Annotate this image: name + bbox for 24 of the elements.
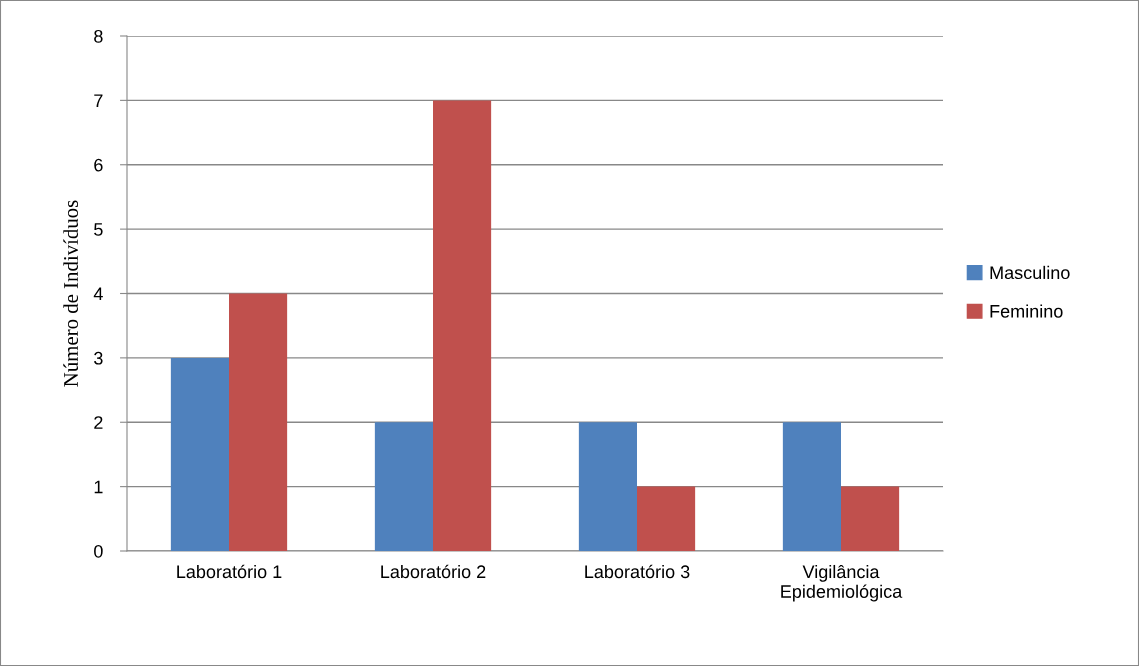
x-tick-label: Vigilância Epidemiológica [781,564,903,602]
bar [841,486,900,551]
bar [578,422,637,551]
legend-label: Masculino [990,265,1070,280]
bar [229,293,288,551]
bar [374,422,433,551]
y-tick-label: 5 [94,223,103,236]
y-tick-label: 8 [94,29,103,43]
bar [637,486,696,551]
y-tick-label: 7 [94,94,103,107]
x-tick-label: Laboratório 2 [381,564,486,579]
y-tick-label: 3 [94,351,103,365]
x-tick-label: Laboratório 3 [585,564,690,579]
y-tick-label: 4 [93,287,103,301]
bar [433,100,492,551]
bar [782,422,841,551]
bar [170,357,229,551]
y-tick-label: 1 [94,480,103,494]
y-tick-label: 2 [94,416,103,429]
x-tick-label: Laboratório 1 [177,564,282,579]
y-tick-label: 6 [94,158,103,172]
y-tick-label: 0 [94,544,103,558]
legend-label: Feminino [990,304,1063,318]
y-axis-title: Número de Indivíduos [63,200,79,387]
